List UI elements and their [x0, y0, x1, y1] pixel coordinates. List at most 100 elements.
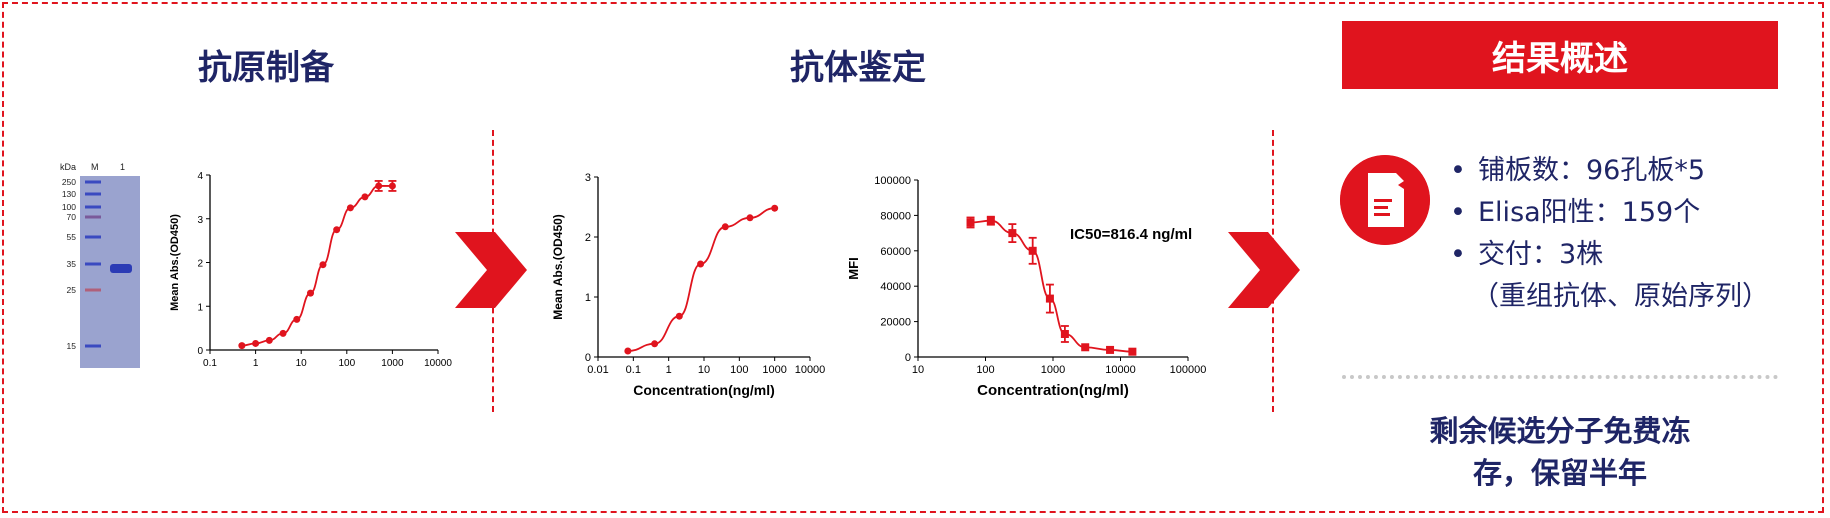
data-point	[986, 216, 995, 225]
gel-ladder-band	[85, 344, 101, 348]
x-tick-label: 1000	[381, 358, 404, 369]
x-tick-label: 1000	[1041, 364, 1065, 376]
y-tick-label: 100000	[874, 175, 911, 187]
x-tick-label: 1000	[762, 364, 786, 376]
gel-marker-label: 15	[67, 341, 77, 351]
x-tick-label: 100	[730, 364, 748, 376]
data-point	[333, 226, 341, 234]
remaining-line-1: 剩余候选分子免费冻	[1429, 414, 1691, 448]
data-point	[1128, 347, 1137, 356]
y-tick-label: 80000	[880, 210, 911, 222]
data-point	[279, 329, 287, 337]
remaining-note: 剩余候选分子免费冻 存，保留半年	[1342, 410, 1778, 494]
y-tick-label: 40000	[880, 281, 911, 293]
gel-marker-label: 100	[62, 202, 76, 212]
y-tick-label: 20000	[880, 317, 911, 329]
x-axis-label: Concentration(ng/ml)	[977, 382, 1129, 399]
data-point	[675, 312, 683, 320]
y-axis-label: MFI	[846, 257, 861, 279]
y-tick-label: 2	[585, 232, 591, 244]
x-tick-label: 10000	[795, 364, 826, 376]
y-tick-label: 3	[197, 215, 203, 226]
data-point	[746, 214, 754, 222]
gel-marker-label: 25	[67, 285, 77, 295]
y-tick-label: 60000	[880, 246, 911, 258]
y-tick-label: 1	[197, 302, 203, 313]
x-tick-label: 10000	[1105, 364, 1136, 376]
gel-marker-label: 70	[67, 212, 77, 222]
data-point	[966, 218, 975, 227]
antigen-prep-title: 抗原制备	[198, 48, 334, 88]
data-point	[252, 339, 260, 347]
x-tick-label: 10000	[424, 358, 452, 369]
gel-ladder-band	[85, 180, 101, 184]
chart-antigen-elisa: 0.1 1 10 100 1000 10000 0 1 2 3 4 Mean Abs.(OD450)	[169, 171, 452, 369]
summary-item: • Elisa阳性：159个	[1450, 197, 1701, 228]
gel-marker-label: 130	[62, 189, 76, 199]
y-tick-label: 4	[197, 171, 203, 182]
summary-header: 结果概述	[1342, 21, 1778, 89]
data-point	[1008, 229, 1017, 238]
y-tick-label: 1	[585, 292, 591, 304]
data-point	[238, 342, 246, 350]
y-axis-label: Mean Abs.(OD450)	[169, 214, 181, 311]
chart-mfi-ic50: 10 100 1000 10000 100000 0 20000 40000 60000 8000…	[846, 175, 1207, 399]
data-point	[1060, 329, 1069, 338]
data-point	[1106, 345, 1115, 354]
data-point	[771, 204, 779, 212]
gel-ladder-band	[85, 205, 101, 209]
y-tick-label: 0	[585, 352, 591, 364]
x-tick-label: 10	[698, 364, 710, 376]
data-point	[307, 289, 315, 297]
antibody-id-title: 抗体鉴定	[790, 48, 926, 88]
summary-elisa-positive: Elisa阳性：159个	[1478, 197, 1701, 228]
gel-ladder-band	[85, 262, 101, 266]
data-point	[293, 315, 301, 323]
gel-header-m: M	[91, 162, 99, 172]
data-point	[651, 340, 659, 348]
summary-delivery: 交付：3株	[1478, 239, 1604, 270]
ic50-annotation: IC50=816.4 ng/ml	[1070, 226, 1192, 243]
summary-item: • 交付：3株	[1450, 239, 1604, 270]
document-icon	[1340, 155, 1430, 245]
gel-ladder-band	[85, 192, 101, 196]
summary-list: • 铺板数：96孔板*5 • Elisa阳性：159个 • 交付：3株 （重组抗体、原…	[1450, 150, 1769, 318]
x-tick-label: 1	[666, 364, 672, 376]
data-point	[388, 182, 396, 190]
gel-marker-label: 35	[67, 259, 77, 269]
data-point	[624, 347, 632, 355]
x-tick-label: 0.1	[203, 358, 217, 369]
gel-sample-band	[110, 264, 132, 273]
remaining-line-2: 存，保留半年	[1472, 456, 1647, 490]
x-tick-label: 0.1	[626, 364, 641, 376]
data-point	[1081, 343, 1090, 352]
gel-ladder-band	[85, 215, 101, 219]
y-tick-label: 2	[197, 259, 203, 270]
x-tick-label: 1	[253, 358, 259, 369]
x-tick-label: 100	[976, 364, 994, 376]
x-tick-label: 100000	[1170, 364, 1207, 376]
x-tick-label: 10	[912, 364, 924, 376]
gel-header-lane1: 1	[120, 162, 125, 172]
y-tick-label: 0	[905, 352, 911, 364]
y-tick-label: 3	[585, 172, 591, 184]
gel-marker-label: 55	[67, 232, 77, 242]
data-point	[721, 223, 729, 231]
chart-antibody-elisa: 0.01 0.1 1 10 100 1000 10000 0 1 2 3 Mean Abs.(OD45…	[551, 172, 826, 398]
summary-sub-note: （重组抗体、原始序列）	[1472, 281, 1769, 312]
data-point	[346, 204, 354, 212]
x-tick-label: 10	[296, 358, 308, 369]
y-axis-label: Mean Abs.(OD450)	[551, 214, 565, 320]
summary-item: • 铺板数：96孔板*5	[1450, 155, 1706, 186]
series-curve	[627, 207, 775, 352]
data-point	[697, 260, 705, 268]
gel-header-kda: kDa	[60, 162, 76, 172]
y-tick-label: 0	[197, 346, 203, 357]
x-axis-label: Concentration(ng/ml)	[633, 382, 775, 398]
gel-marker-label: 250	[62, 177, 76, 187]
data-point	[265, 336, 273, 344]
data-point	[1028, 246, 1037, 255]
x-tick-label: 100	[338, 358, 355, 369]
